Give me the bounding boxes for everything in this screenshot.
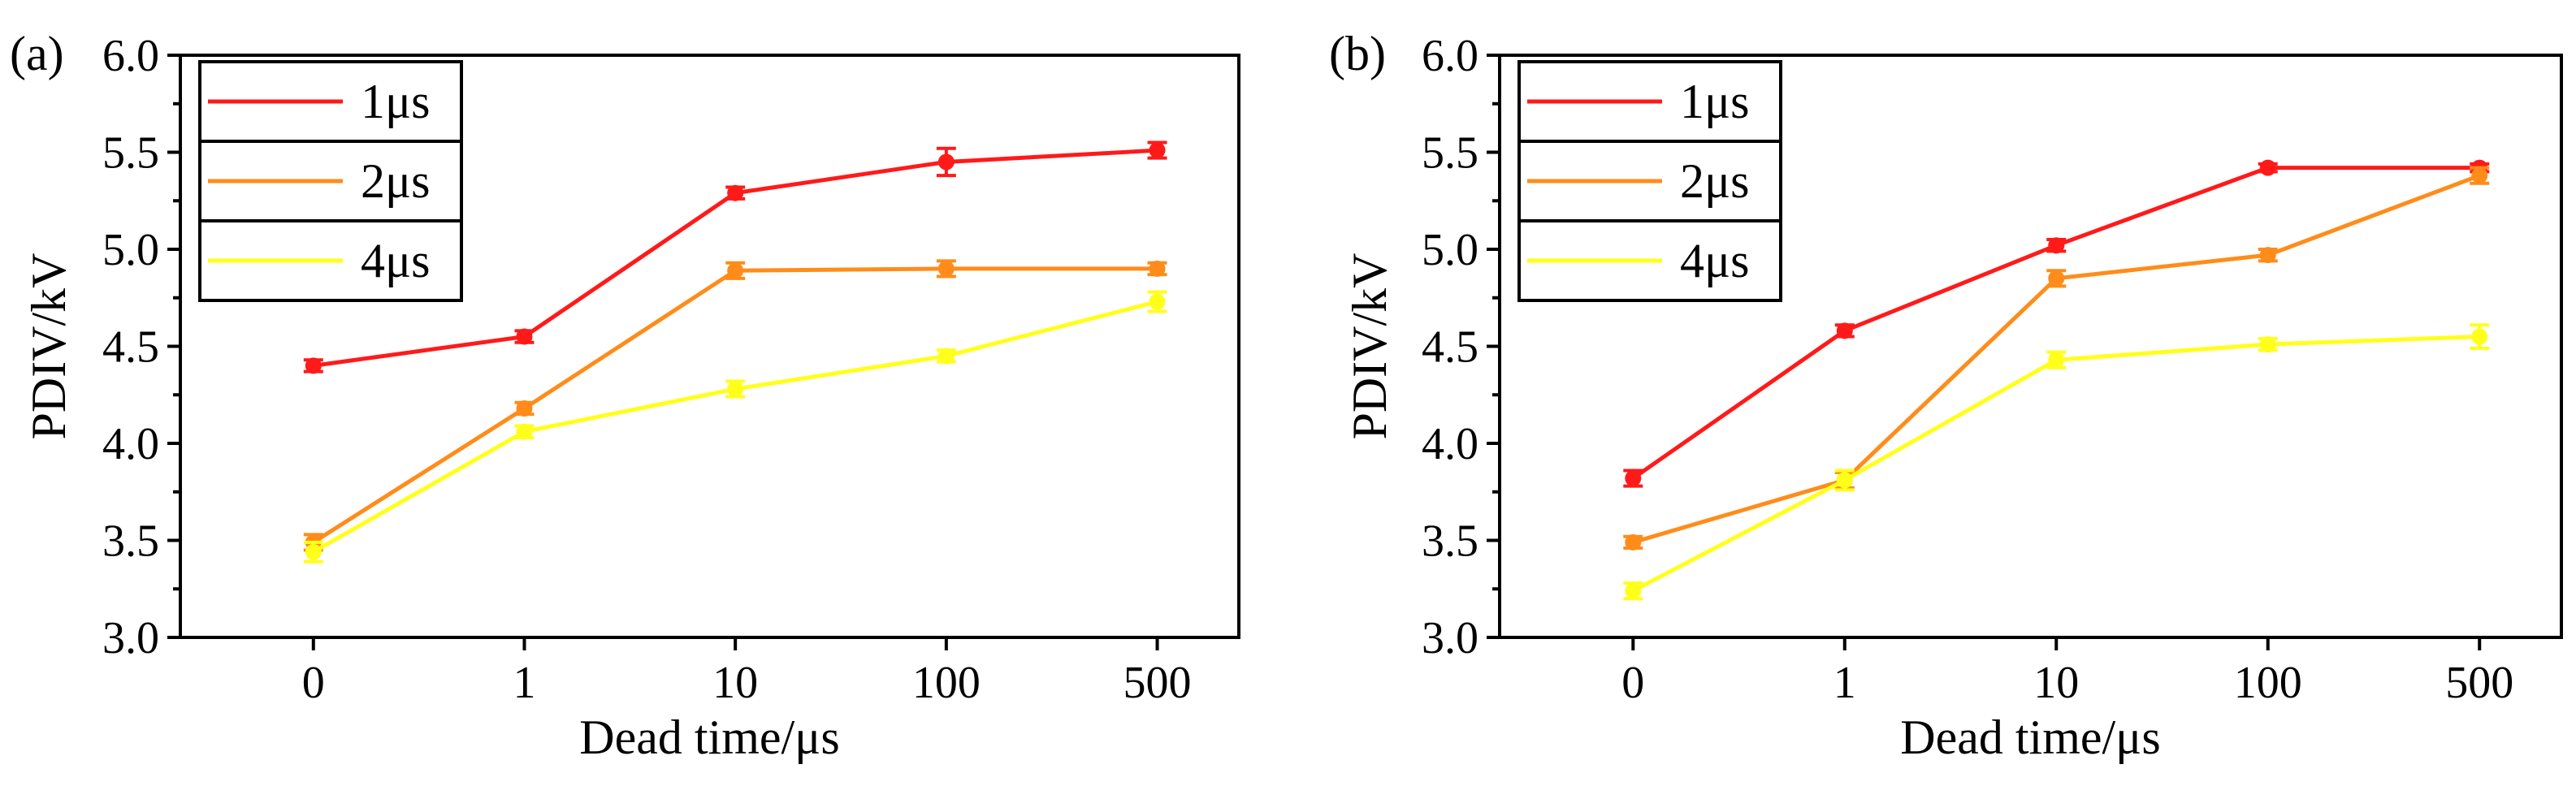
x-tick-label: 500: [2445, 658, 2513, 708]
y-tick-label: 4.5: [102, 322, 159, 373]
data-point: [2048, 237, 2065, 254]
y-tick-label: 5.0: [1422, 225, 1478, 275]
panel-a: 3.0 3.5 4.0 4.5 5.0 5.5 6.0 0 1 10 100 500 Dead time…: [10, 27, 1240, 764]
legend-entry: 1μs: [198, 60, 463, 143]
y-tick-label: 4.0: [1422, 419, 1478, 469]
x-tick-label: 0: [1621, 658, 1644, 708]
x-axis-title: Dead time/μs: [1900, 710, 2160, 764]
data-point: [2471, 167, 2488, 184]
legend-entry: 2μs: [1517, 140, 1782, 222]
series-line: [1632, 335, 2480, 593]
y-tick-label: 5.5: [1422, 128, 1478, 179]
x-tick-label: 1: [1834, 658, 1856, 708]
y-tick-label: 4.0: [102, 419, 159, 469]
data-point: [516, 399, 533, 417]
legend-label: 1μs: [1680, 75, 1750, 128]
x-tick-label: 100: [2234, 658, 2302, 708]
data-point: [1149, 293, 1166, 310]
data-point: [727, 381, 744, 398]
y-tick-label: 3.5: [1422, 516, 1478, 567]
data-point: [1625, 533, 1642, 551]
data-point: [516, 423, 533, 440]
x-tick-label: 1: [513, 658, 535, 708]
y-tick-label: 6.0: [102, 31, 159, 81]
panel-b: 3.0 3.5 4.0 4.5 5.0 5.5 6.0 0 1 10 100 500 Dead time…: [1329, 27, 2563, 764]
data-point: [2259, 336, 2276, 353]
x-tick-label: 100: [912, 658, 981, 708]
x-tick-label: 500: [1123, 658, 1192, 708]
y-tick-label: 4.5: [1422, 322, 1478, 373]
data-point: [2048, 270, 2065, 287]
legend-entry: 1μs: [1517, 60, 1782, 143]
data-point: [937, 153, 955, 171]
data-point: [305, 357, 322, 374]
series-line: [312, 300, 1158, 555]
legend-label: 4μs: [361, 234, 431, 287]
y-tick-label: 3.5: [102, 516, 159, 567]
panel-label: (b): [1329, 27, 1386, 80]
y-tick-label: 5.5: [102, 128, 159, 179]
x-tick-label: 10: [712, 658, 758, 708]
data-point: [2048, 352, 2065, 369]
legend-entry: 4μs: [1517, 219, 1782, 302]
data-point: [2259, 159, 2276, 176]
data-point: [1836, 472, 1853, 489]
series-2μs: [303, 259, 1167, 552]
data-point: [727, 262, 744, 279]
data-point: [305, 543, 322, 560]
series-4μs: [303, 290, 1167, 564]
data-point: [1625, 470, 1642, 487]
panel-label: (a): [10, 27, 64, 80]
legend-entry: 4μs: [198, 219, 463, 302]
x-tick-label: 10: [2033, 658, 2079, 708]
legend-label: 2μs: [361, 154, 431, 208]
data-point: [2471, 328, 2488, 345]
legend-label: 2μs: [1680, 154, 1750, 208]
data-point: [1836, 322, 1853, 339]
legend-entry: 2μs: [198, 140, 463, 222]
y-tick-label: 3.0: [102, 613, 159, 663]
series-line: [312, 266, 1158, 545]
data-point: [727, 184, 744, 201]
data-point: [1149, 260, 1166, 277]
data-point: [1149, 142, 1166, 159]
x-axis-title: Dead time/μs: [579, 710, 839, 764]
data-point: [516, 328, 533, 345]
data-point: [2259, 247, 2276, 264]
y-tick-label: 6.0: [1422, 31, 1478, 81]
x-tick-label: 0: [302, 658, 325, 708]
y-tick-label: 5.0: [102, 225, 159, 275]
legend-label: 4μs: [1680, 234, 1750, 287]
legend-label: 1μs: [361, 75, 431, 128]
series-4μs: [1623, 323, 2490, 601]
data-point: [1625, 582, 1642, 599]
series-1μs: [303, 140, 1167, 374]
data-point: [937, 260, 955, 277]
y-tick-label: 3.0: [1422, 613, 1478, 663]
y-axis-title: PDIV/kV: [1343, 253, 1396, 439]
y-axis-title: PDIV/kV: [22, 253, 76, 439]
data-point: [937, 348, 955, 365]
